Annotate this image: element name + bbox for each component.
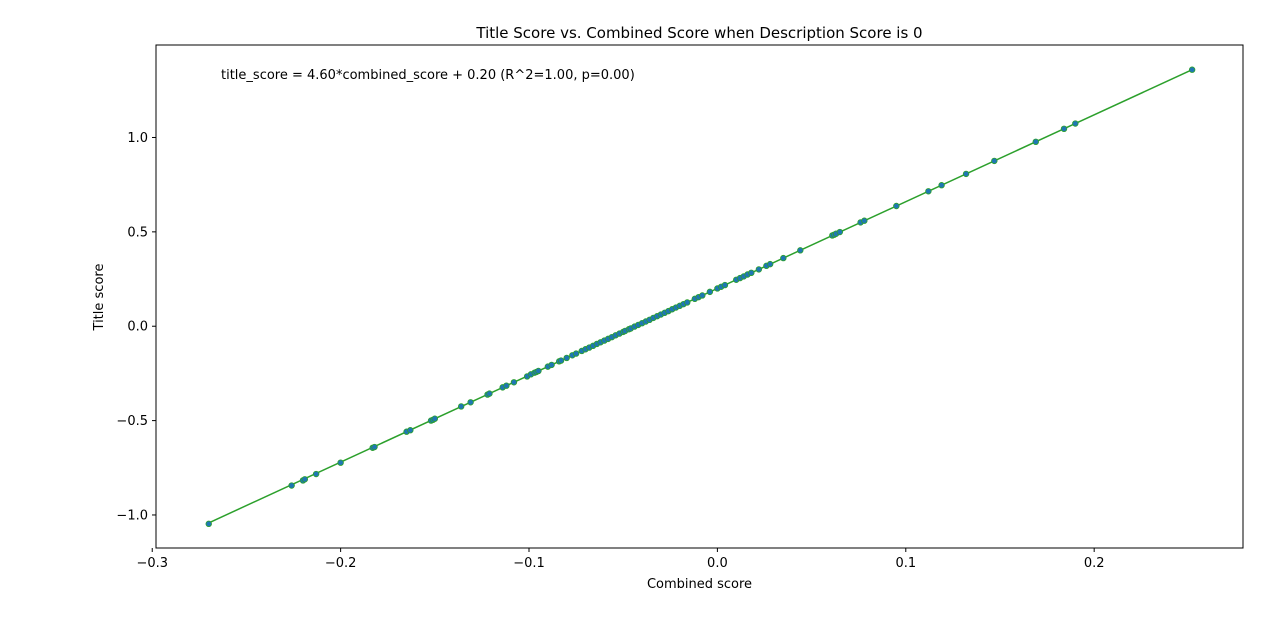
data-point <box>467 399 474 406</box>
y-axis-label: Title score <box>92 264 107 332</box>
x-tick-label: 0.0 <box>707 556 728 571</box>
data-point <box>938 182 945 189</box>
data-point <box>721 281 729 289</box>
data-point <box>861 217 868 224</box>
data-point <box>748 269 755 277</box>
y-tick-label: 0.5 <box>127 225 148 240</box>
y-tick-label: −1.0 <box>116 508 148 523</box>
x-tick-label: −0.3 <box>136 556 168 571</box>
data-point <box>925 188 932 195</box>
x-tick-label: −0.1 <box>513 556 545 571</box>
data-point <box>706 288 714 296</box>
data-point <box>755 266 763 273</box>
axes: −0.3 −0.2 −0.1 0.0 0.1 0.2 −1.0 −0.5 0.0 0.5 1.0 <box>116 44 1244 571</box>
x-tick-label: −0.2 <box>325 556 357 571</box>
data-point <box>780 254 787 262</box>
data-point <box>557 357 565 364</box>
data-point <box>684 299 691 306</box>
data-point <box>457 403 465 410</box>
data-point <box>407 427 414 434</box>
data-point <box>535 367 542 375</box>
data-point <box>486 390 493 397</box>
data-point <box>766 260 774 268</box>
data-point <box>371 443 378 451</box>
x-tick-label: 0.2 <box>1084 556 1105 571</box>
data-point <box>288 482 295 489</box>
y-tick-label: 0.0 <box>127 320 148 335</box>
data-point <box>431 415 439 422</box>
data-point <box>312 470 320 478</box>
data-point <box>1072 120 1079 127</box>
y-tick-label: −0.5 <box>116 414 148 429</box>
data-point <box>548 361 555 369</box>
data-point <box>337 459 344 466</box>
plot-area <box>205 66 1196 528</box>
data-point <box>1060 125 1068 133</box>
data-point <box>991 157 998 165</box>
data-point <box>205 520 212 528</box>
data-point <box>503 382 510 389</box>
data-point <box>1032 138 1039 146</box>
data-point <box>797 247 804 254</box>
data-point <box>563 354 570 362</box>
data-point <box>1188 66 1196 73</box>
axes-frame <box>155 44 1244 549</box>
data-point <box>301 476 309 483</box>
data-point <box>962 170 970 178</box>
chart-title: Title Score vs. Combined Score when Desc… <box>475 24 922 42</box>
data-point <box>836 228 844 236</box>
x-axis-label: Combined score <box>647 577 752 592</box>
regression-annotation: title_score = 4.60*combined_score + 0.20… <box>221 68 635 83</box>
x-tick-label: 0.1 <box>895 556 916 571</box>
data-point <box>510 379 518 386</box>
data-point <box>572 350 580 357</box>
data-point <box>699 292 706 299</box>
data-point <box>893 202 900 210</box>
y-tick-label: 1.0 <box>127 131 148 146</box>
